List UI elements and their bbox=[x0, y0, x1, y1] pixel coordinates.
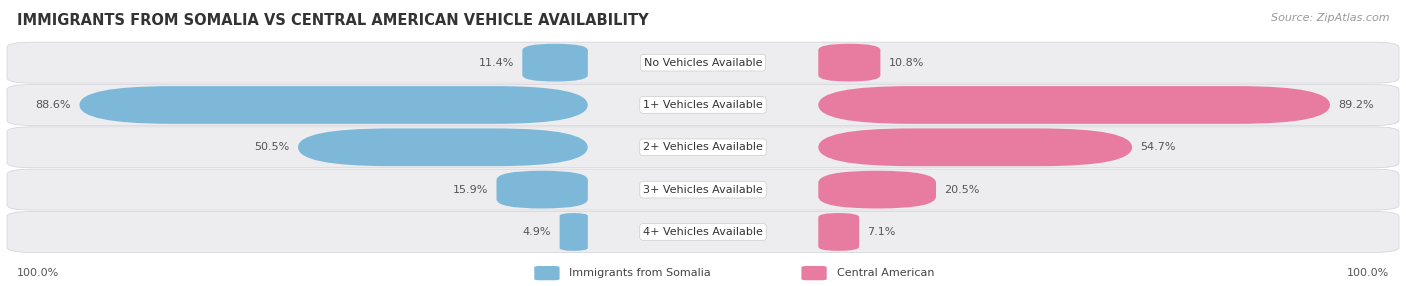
Text: Immigrants from Somalia: Immigrants from Somalia bbox=[569, 268, 711, 278]
FancyBboxPatch shape bbox=[818, 44, 880, 82]
FancyBboxPatch shape bbox=[7, 211, 1399, 253]
Text: 54.7%: 54.7% bbox=[1140, 142, 1175, 152]
Text: 15.9%: 15.9% bbox=[453, 185, 488, 194]
FancyBboxPatch shape bbox=[7, 42, 1399, 83]
FancyBboxPatch shape bbox=[534, 266, 560, 280]
FancyBboxPatch shape bbox=[7, 84, 1399, 126]
FancyBboxPatch shape bbox=[7, 169, 1399, 210]
Text: 2+ Vehicles Available: 2+ Vehicles Available bbox=[643, 142, 763, 152]
FancyBboxPatch shape bbox=[818, 171, 936, 208]
Text: No Vehicles Available: No Vehicles Available bbox=[644, 58, 762, 67]
Text: IMMIGRANTS FROM SOMALIA VS CENTRAL AMERICAN VEHICLE AVAILABILITY: IMMIGRANTS FROM SOMALIA VS CENTRAL AMERI… bbox=[17, 13, 648, 28]
Text: 4+ Vehicles Available: 4+ Vehicles Available bbox=[643, 227, 763, 237]
Text: 100.0%: 100.0% bbox=[1347, 268, 1389, 278]
FancyBboxPatch shape bbox=[7, 127, 1399, 168]
Text: 10.8%: 10.8% bbox=[889, 58, 924, 67]
FancyBboxPatch shape bbox=[801, 266, 827, 280]
FancyBboxPatch shape bbox=[818, 213, 859, 251]
FancyBboxPatch shape bbox=[298, 128, 588, 166]
Text: 50.5%: 50.5% bbox=[254, 142, 290, 152]
Text: 20.5%: 20.5% bbox=[945, 185, 980, 194]
FancyBboxPatch shape bbox=[560, 213, 588, 251]
FancyBboxPatch shape bbox=[522, 44, 588, 82]
FancyBboxPatch shape bbox=[818, 86, 1330, 124]
Text: 4.9%: 4.9% bbox=[523, 227, 551, 237]
Text: 1+ Vehicles Available: 1+ Vehicles Available bbox=[643, 100, 763, 110]
Text: 3+ Vehicles Available: 3+ Vehicles Available bbox=[643, 185, 763, 194]
Text: 7.1%: 7.1% bbox=[868, 227, 896, 237]
Text: 88.6%: 88.6% bbox=[35, 100, 72, 110]
FancyBboxPatch shape bbox=[496, 171, 588, 208]
Text: 11.4%: 11.4% bbox=[478, 58, 513, 67]
Text: Source: ZipAtlas.com: Source: ZipAtlas.com bbox=[1271, 13, 1389, 23]
Text: 89.2%: 89.2% bbox=[1339, 100, 1374, 110]
Text: Central American: Central American bbox=[837, 268, 934, 278]
FancyBboxPatch shape bbox=[80, 86, 588, 124]
FancyBboxPatch shape bbox=[818, 128, 1132, 166]
Text: 100.0%: 100.0% bbox=[17, 268, 59, 278]
